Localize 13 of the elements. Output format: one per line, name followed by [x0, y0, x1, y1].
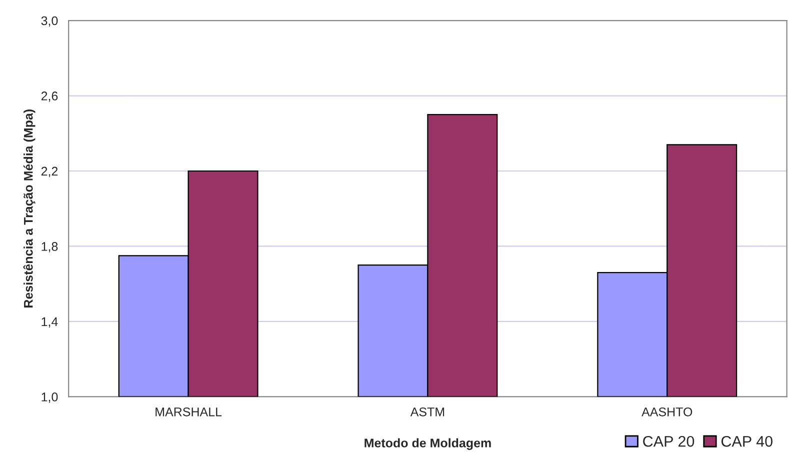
- y-tick-label: 2,2: [41, 166, 58, 178]
- y-tick-label: 1,0: [42, 392, 58, 403]
- legend-label: CAP 40: [721, 436, 772, 447]
- x-tick-label: MARSHALL: [156, 407, 222, 416]
- legend-label: CAP 20: [643, 436, 694, 447]
- x-tick-label: ASTM: [410, 407, 444, 416]
- y-tick-label: 3,0: [41, 16, 58, 27]
- y-tick-label: 1,8: [42, 242, 58, 252]
- y-axis-title: Resistência a Tração Média (Mpa): [23, 110, 36, 308]
- x-tick-label: AASHTO: [642, 407, 692, 416]
- x-axis-title: Metodo de Moldagem: [364, 438, 491, 450]
- y-tick-label: 1,4: [42, 317, 58, 328]
- y-tick-label: 2,6: [41, 92, 58, 102]
